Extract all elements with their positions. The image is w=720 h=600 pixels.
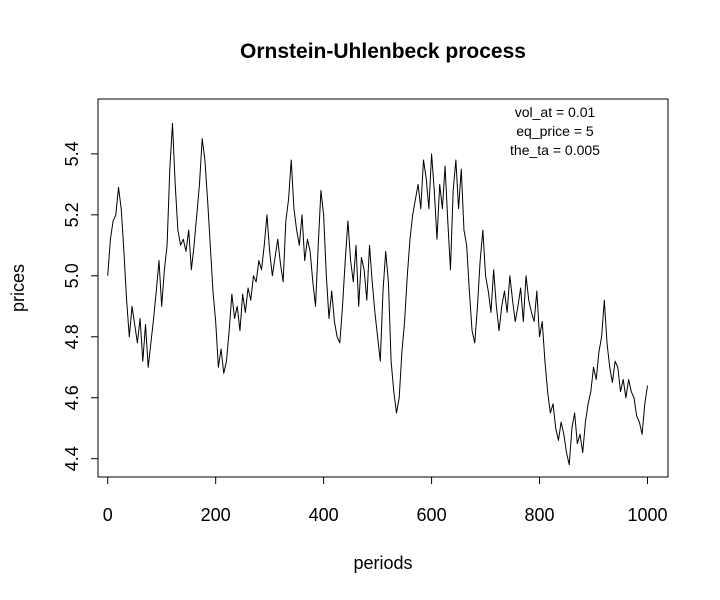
y-tick-label: 4.6 [62, 385, 82, 410]
x-axis: 0 200 400 600 800 1000 [103, 476, 668, 525]
y-axis-label: prices [8, 264, 28, 312]
y-axis: 4.4 4.6 4.8 5.0 5.2 5.4 [62, 141, 99, 471]
series-line [107, 122, 648, 466]
y-tick-label: 4.4 [62, 446, 82, 471]
annotation-eq-price: eq_price = 5 [516, 123, 594, 139]
parameter-annotations: vol_at = 0.01 eq_price = 5 the_ta = 0.00… [510, 104, 600, 158]
x-tick-label: 0 [103, 505, 113, 525]
x-tick-label: 800 [525, 505, 555, 525]
x-tick-label: 600 [417, 505, 447, 525]
x-axis-label: periods [353, 553, 412, 573]
annotation-the-ta: the_ta = 0.005 [510, 142, 600, 158]
x-tick-label: 1000 [627, 505, 667, 525]
y-tick-label: 5.4 [62, 141, 82, 166]
y-tick-label: 4.8 [62, 324, 82, 349]
y-tick-label: 5.2 [62, 202, 82, 227]
x-tick-label: 200 [201, 505, 231, 525]
chart-title: Ornstein-Uhlenbeck process [240, 40, 526, 63]
annotation-vol-at: vol_at = 0.01 [515, 104, 596, 120]
x-tick-label: 400 [309, 505, 339, 525]
y-tick-label: 5.0 [62, 263, 82, 288]
